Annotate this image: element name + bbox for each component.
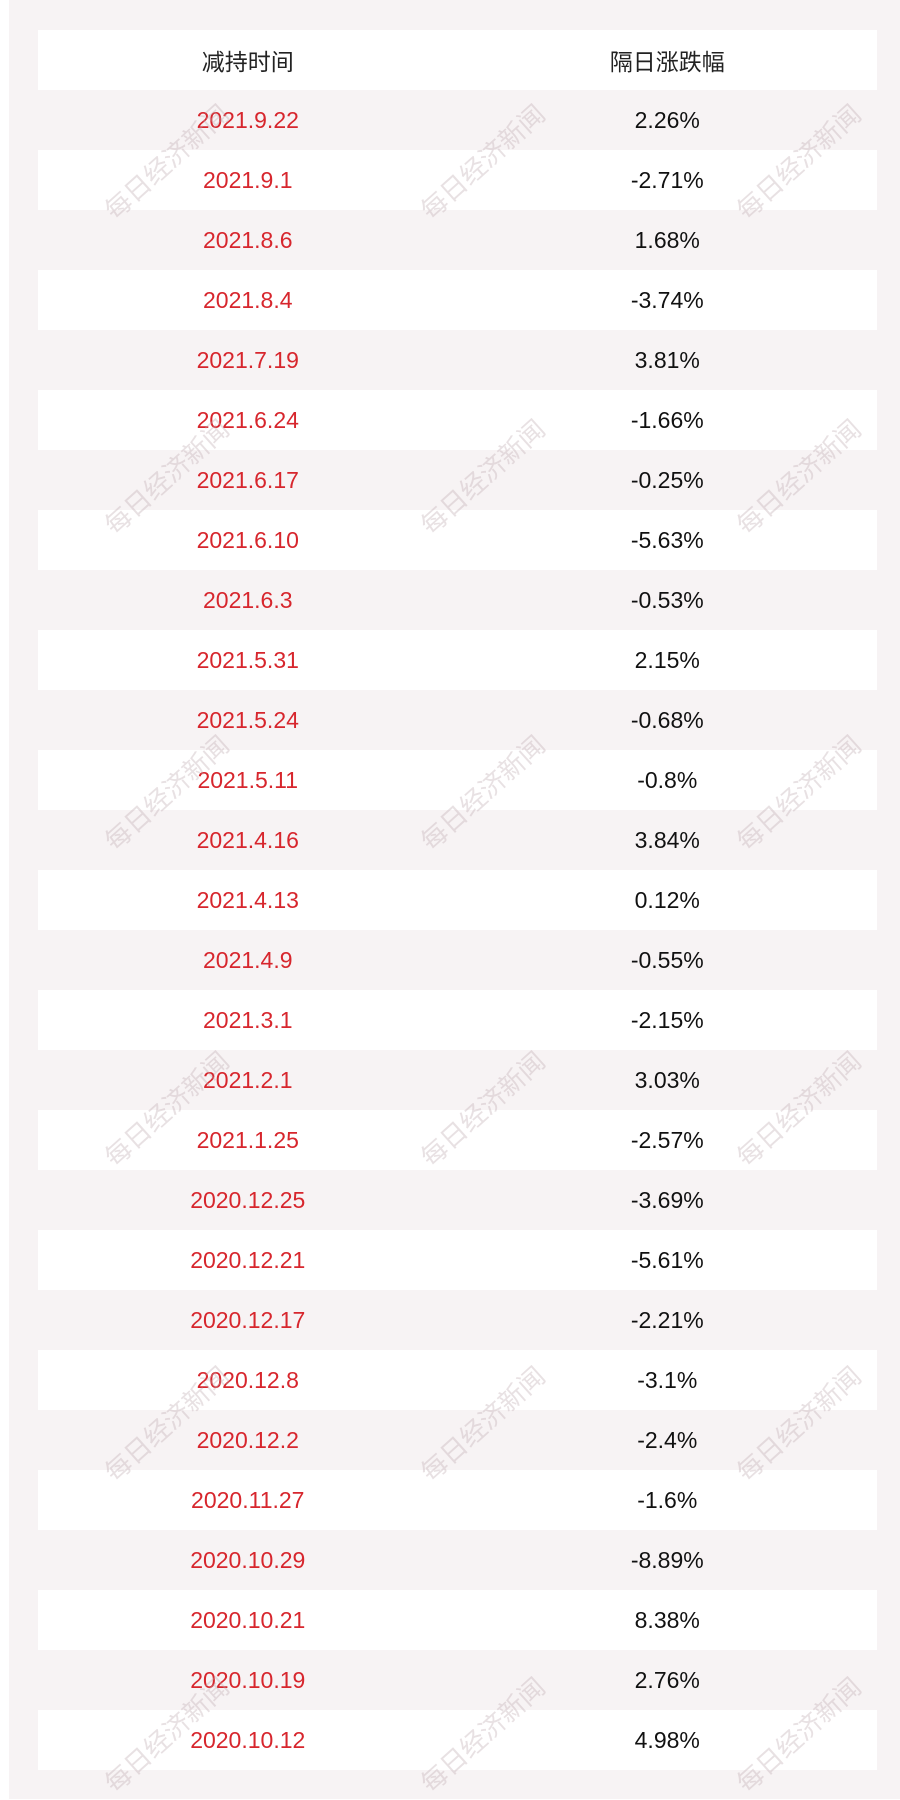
table: 减持时间 隔日涨跌幅 2021.9.22 2.26% 2021.9.1 -2.71% 2… [38, 30, 877, 1770]
table-row: 2021.1.25 -2.57% [38, 1110, 877, 1170]
change-cell: -2.4% [637, 1426, 698, 1453]
date-cell: 2021.7.19 [196, 346, 299, 373]
change-cell: 3.03% [634, 1066, 700, 1093]
date-cell: 2021.6.24 [38, 390, 458, 450]
change-cell: -3.74% [457, 270, 877, 330]
table-row: 2021.3.1 -2.15% [38, 990, 877, 1050]
date-cell: 2020.10.19 [190, 1666, 306, 1693]
change-cell: -1.66% [457, 390, 877, 450]
date-cell: 2020.12.2 [196, 1426, 299, 1453]
table-row: 2020.10.12 4.98% [38, 1710, 877, 1770]
date-cell: 2021.6.10 [38, 510, 458, 570]
table-row: 2020.10.19 2.76% [38, 1650, 877, 1710]
change-cell: -0.25% [630, 466, 704, 493]
change-cell: -0.55% [630, 946, 704, 973]
table-row: 2021.6.17 -0.25% [38, 450, 877, 510]
table-row: 2020.10.21 8.38% [38, 1590, 877, 1650]
change-cell: 2.26% [634, 106, 700, 133]
table-row: 2021.9.1 -2.71% [38, 150, 877, 210]
date-cell: 2021.5.11 [38, 750, 458, 810]
table-row: 2020.12.2 -2.4% [38, 1410, 877, 1470]
change-cell: -2.15% [457, 990, 877, 1050]
date-cell: 2021.4.9 [202, 946, 293, 973]
date-cell: 2020.12.8 [38, 1350, 458, 1410]
date-cell: 2021.9.1 [38, 150, 458, 210]
table-row: 2020.12.25 -3.69% [38, 1170, 877, 1230]
date-cell: 2021.6.17 [196, 466, 299, 493]
table-row: 2020.11.27 -1.6% [38, 1470, 877, 1530]
change-cell: -2.57% [457, 1110, 877, 1170]
change-cell: -0.8% [457, 750, 877, 810]
date-cell: 2021.1.25 [38, 1110, 458, 1170]
table-row: 2020.12.17 -2.21% [38, 1290, 877, 1350]
table-row: 2021.4.9 -0.55% [38, 930, 877, 990]
change-cell: -2.71% [457, 150, 877, 210]
change-cell: -2.21% [630, 1306, 704, 1333]
change-cell: -3.1% [457, 1350, 877, 1410]
date-cell: 2020.10.12 [38, 1710, 458, 1770]
change-cell: -3.69% [630, 1186, 704, 1213]
date-cell: 2021.5.31 [38, 630, 458, 690]
date-cell: 2021.8.6 [202, 226, 293, 253]
change-cell: -0.53% [630, 586, 704, 613]
date-cell: 2020.12.21 [38, 1230, 458, 1290]
table-row: 2021.2.1 3.03% [38, 1050, 877, 1110]
table-row: 2021.5.11 -0.8% [38, 750, 877, 810]
change-cell: 8.38% [457, 1590, 877, 1650]
date-cell: 2020.11.27 [38, 1470, 458, 1530]
date-cell: 2020.10.29 [190, 1546, 306, 1573]
date-cell: 2021.9.22 [196, 106, 299, 133]
header-cell: 隔日涨跌幅 [457, 30, 877, 90]
header-cell: 减持时间 [38, 30, 458, 90]
change-cell: 2.15% [457, 630, 877, 690]
header-row: 减持时间 隔日涨跌幅 [38, 30, 877, 90]
table-row: 2021.8.4 -3.74% [38, 270, 877, 330]
table-row: 2021.4.16 3.84% [38, 810, 877, 870]
table-row: 2021.7.19 3.81% [38, 330, 877, 390]
table-row: 2021.8.6 1.68% [38, 210, 877, 270]
table-row: 2021.5.24 -0.68% [38, 690, 877, 750]
change-cell: 2.76% [634, 1666, 700, 1693]
change-cell: -8.89% [630, 1546, 704, 1573]
change-cell: 3.84% [634, 826, 700, 853]
change-cell: -0.68% [630, 706, 704, 733]
table-row: 2021.5.31 2.15% [38, 630, 877, 690]
change-cell: 4.98% [457, 1710, 877, 1770]
date-cell: 2021.8.4 [38, 270, 458, 330]
table-row: 2021.9.22 2.26% [38, 90, 877, 150]
table-row: 2021.4.13 0.12% [38, 870, 877, 930]
table-row: 2021.6.10 -5.63% [38, 510, 877, 570]
table-row: 2020.10.29 -8.89% [38, 1530, 877, 1590]
change-cell: -5.63% [457, 510, 877, 570]
date-cell: 2021.3.1 [38, 990, 458, 1050]
change-cell: -1.6% [457, 1470, 877, 1530]
date-cell: 2020.10.21 [38, 1590, 458, 1650]
table-row: 2020.12.21 -5.61% [38, 1230, 877, 1290]
date-cell: 2021.6.3 [202, 586, 293, 613]
change-cell: 1.68% [634, 226, 700, 253]
date-cell: 2021.2.1 [202, 1066, 293, 1093]
table-row: 2020.12.8 -3.1% [38, 1350, 877, 1410]
date-cell: 2020.12.17 [190, 1306, 306, 1333]
date-cell: 2021.5.24 [196, 706, 299, 733]
date-cell: 2021.4.13 [38, 870, 458, 930]
date-cell: 2021.4.16 [196, 826, 299, 853]
date-cell: 2020.12.25 [190, 1186, 306, 1213]
table-row: 2021.6.24 -1.66% [38, 390, 877, 450]
change-cell: -5.61% [457, 1230, 877, 1290]
table-row: 2021.6.3 -0.53% [38, 570, 877, 630]
change-cell: 0.12% [457, 870, 877, 930]
change-cell: 3.81% [634, 346, 700, 373]
